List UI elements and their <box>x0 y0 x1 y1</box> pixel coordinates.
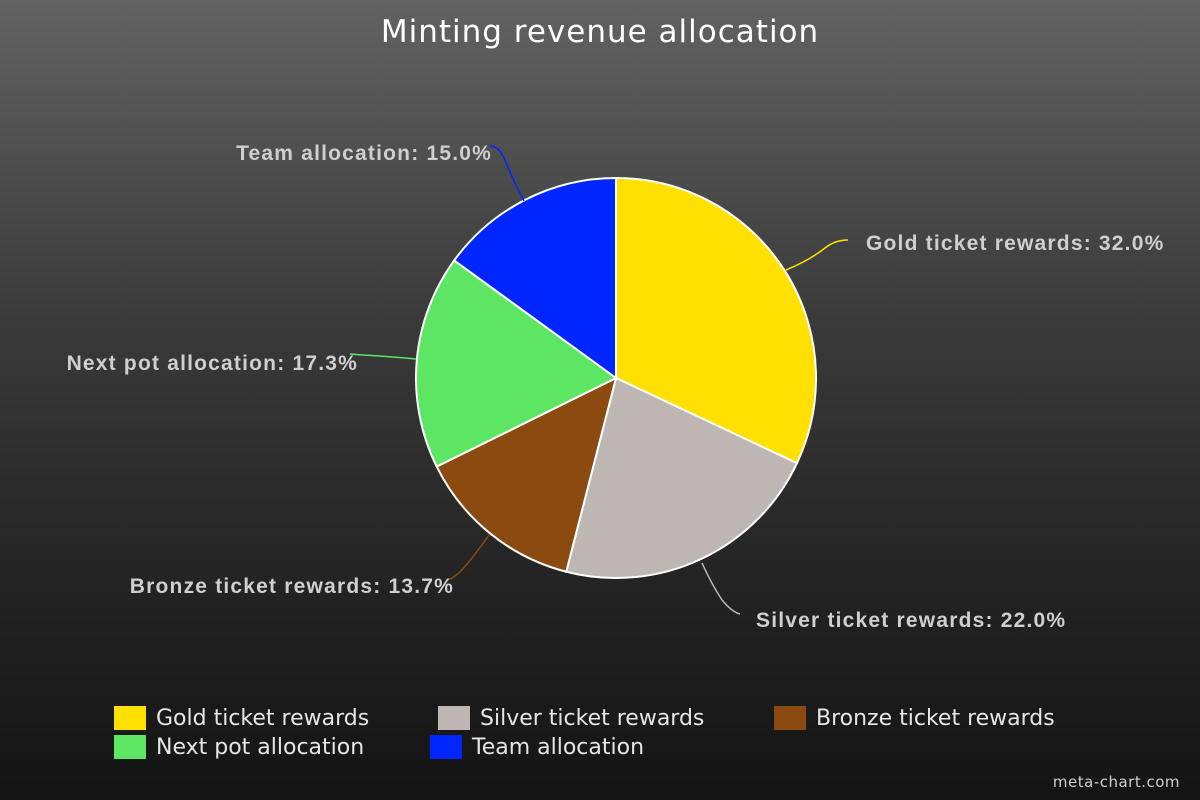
legend-item-gold[interactable]: Gold ticket rewards <box>114 705 369 731</box>
legend-label-bronze: Bronze ticket rewards <box>816 705 1055 731</box>
legend-swatch-silver <box>438 706 470 730</box>
legend-label-gold: Gold ticket rewards <box>156 705 370 731</box>
legend-label-team: Team allocation <box>472 734 645 760</box>
legend-item-silver[interactable]: Silver ticket rewards <box>438 705 704 731</box>
pie-slice-team[interactable] <box>452 176 617 380</box>
legend-item-team[interactable]: Team allocation <box>430 734 644 760</box>
leader-line-silver <box>701 562 741 615</box>
slice-label-silver: Silver ticket rewards: 22.0% <box>756 609 1066 632</box>
legend-swatch-bronze <box>774 706 806 730</box>
chart-title: Minting revenue allocation <box>380 14 820 50</box>
chart-legend: Gold ticket rewards Silver ticket reward… <box>0 705 1200 765</box>
pie-slice-silver[interactable] <box>565 376 799 579</box>
leader-line-next-pot <box>349 353 417 360</box>
slice-label-gold: Gold ticket rewards: 32.0% <box>866 232 1164 255</box>
pie-slice-gold[interactable] <box>615 176 817 465</box>
slice-label-team: Team allocation: 15.0% <box>236 142 492 165</box>
legend-swatch-next-pot <box>114 735 146 759</box>
slice-label-next-pot: Next pot allocation: 17.3% <box>67 352 358 375</box>
leader-line-team <box>489 145 525 202</box>
slice-label-bronze: Bronze ticket rewards: 13.7% <box>130 575 454 598</box>
leader-line-gold <box>785 239 849 271</box>
pie-slice-next-pot[interactable] <box>415 259 618 468</box>
legend-item-bronze[interactable]: Bronze ticket rewards <box>774 705 1055 731</box>
legend-swatch-team <box>430 735 462 759</box>
leader-line-bronze <box>447 534 490 581</box>
pie-slice-bronze[interactable] <box>435 376 618 573</box>
legend-swatch-gold <box>114 706 146 730</box>
legend-label-silver: Silver ticket rewards <box>480 705 705 731</box>
legend-item-next-pot[interactable]: Next pot allocation <box>114 734 364 760</box>
watermark: meta-chart.com <box>1052 773 1180 791</box>
legend-label-next-pot: Next pot allocation <box>156 734 365 760</box>
